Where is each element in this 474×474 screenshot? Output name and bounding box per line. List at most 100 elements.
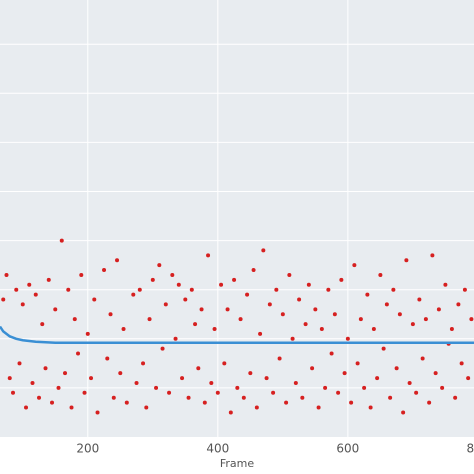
point [261, 248, 266, 253]
point [89, 376, 94, 381]
point [316, 405, 321, 410]
point [410, 322, 415, 327]
point [212, 326, 217, 331]
point [72, 317, 77, 322]
point [391, 287, 396, 292]
point [349, 400, 354, 405]
point [306, 282, 311, 287]
point [459, 361, 464, 366]
point [449, 326, 454, 331]
point [141, 361, 146, 366]
point [414, 390, 419, 395]
point [131, 292, 136, 297]
point [180, 376, 185, 381]
point [462, 287, 467, 292]
point [219, 282, 224, 287]
point [241, 395, 246, 400]
point [358, 317, 363, 322]
point [329, 351, 334, 356]
point [368, 405, 373, 410]
point [430, 253, 435, 258]
point [365, 292, 370, 297]
x-tick-label: 200 [76, 442, 99, 456]
point [56, 385, 61, 390]
point [176, 282, 181, 287]
point [388, 395, 393, 400]
point [160, 346, 165, 351]
point [66, 287, 71, 292]
point [196, 366, 201, 371]
point [154, 385, 159, 390]
point [209, 380, 214, 385]
point [53, 307, 58, 312]
point [453, 395, 458, 400]
point [384, 302, 389, 307]
point [40, 322, 45, 327]
point [381, 346, 386, 351]
point [157, 263, 162, 268]
point [287, 272, 292, 277]
point [102, 268, 107, 273]
point [225, 307, 230, 312]
x-axis-label: Frame [220, 457, 255, 470]
point [30, 380, 35, 385]
point [440, 385, 445, 390]
point [310, 366, 315, 371]
point [228, 410, 233, 415]
point [375, 376, 380, 381]
point [183, 297, 188, 302]
point [264, 376, 269, 381]
point [251, 268, 256, 273]
x-tick-label: 800 [466, 442, 474, 456]
point [423, 317, 428, 322]
point [199, 307, 204, 312]
point [24, 405, 29, 410]
line [0, 325, 474, 344]
point [193, 322, 198, 327]
point [427, 400, 432, 405]
point [170, 272, 175, 277]
point [173, 336, 178, 341]
point [235, 385, 240, 390]
plot-background [0, 0, 474, 437]
point [150, 277, 155, 282]
point [362, 385, 367, 390]
point [404, 258, 409, 263]
point [82, 390, 87, 395]
point [20, 302, 25, 307]
point [105, 356, 110, 361]
point [76, 351, 81, 356]
point [420, 356, 425, 361]
point [407, 380, 412, 385]
point [443, 282, 448, 287]
plot-area [0, 0, 474, 437]
point [352, 263, 357, 268]
point [293, 380, 298, 385]
point [319, 326, 324, 331]
point [436, 307, 441, 312]
point [43, 366, 48, 371]
point [433, 371, 438, 376]
point [303, 322, 308, 327]
point [108, 312, 113, 317]
point [167, 390, 172, 395]
point [222, 361, 227, 366]
point [313, 307, 318, 312]
point [332, 312, 337, 317]
point [17, 361, 22, 366]
point [238, 317, 243, 322]
point [163, 302, 168, 307]
point [245, 292, 250, 297]
point [33, 292, 38, 297]
point [297, 297, 302, 302]
point [4, 272, 9, 277]
point [14, 287, 19, 292]
point [342, 371, 347, 376]
point [378, 272, 383, 277]
point [277, 356, 282, 361]
point [186, 395, 191, 400]
point [124, 400, 129, 405]
point [202, 400, 207, 405]
point [59, 238, 64, 243]
